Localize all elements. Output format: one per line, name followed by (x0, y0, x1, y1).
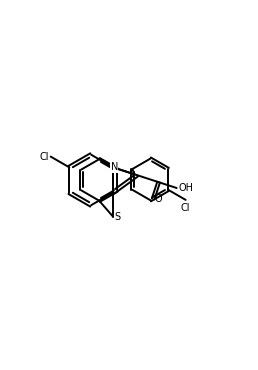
Text: Cl: Cl (181, 203, 190, 213)
Text: O: O (155, 194, 162, 204)
Text: Cl: Cl (39, 152, 49, 162)
Text: OH: OH (179, 183, 194, 193)
Text: S: S (114, 212, 120, 222)
Text: N: N (111, 162, 118, 172)
